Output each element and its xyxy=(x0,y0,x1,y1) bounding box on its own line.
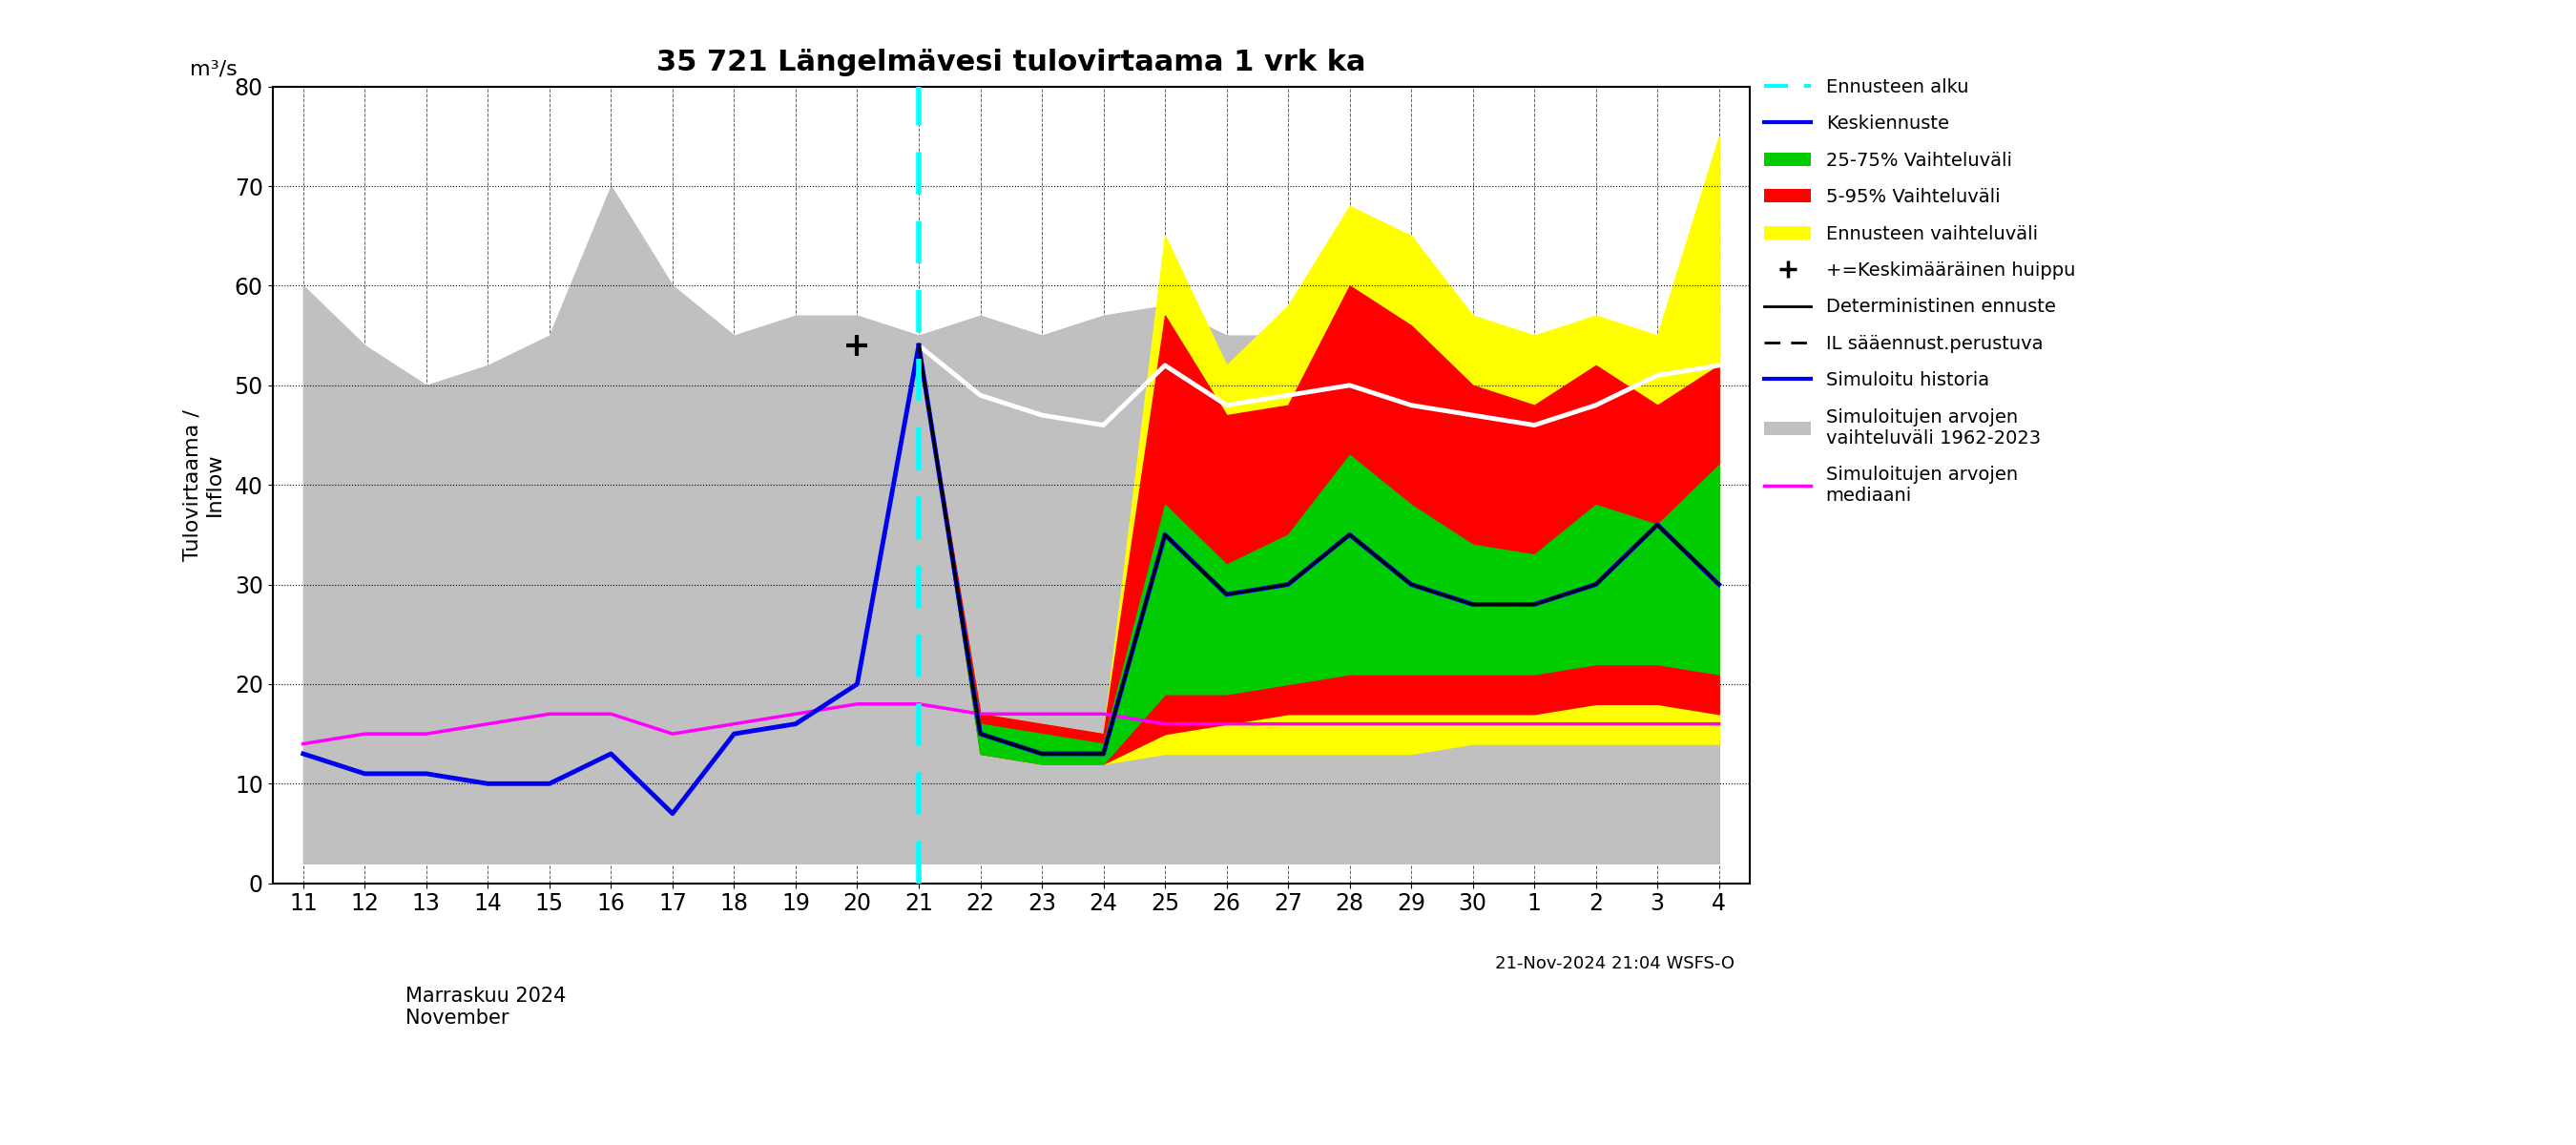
Y-axis label: Tulovirtaama /
Inflow: Tulovirtaama / Inflow xyxy=(183,409,224,561)
Text: Marraskuu 2024
November: Marraskuu 2024 November xyxy=(404,987,567,1028)
Text: 21-Nov-2024 21:04 WSFS-O: 21-Nov-2024 21:04 WSFS-O xyxy=(1497,955,1736,972)
Legend: Ennusteen alku, Keskiennuste, 25-75% Vaihteluväli, 5-95% Vaihteluväli, Ennusteen: Ennusteen alku, Keskiennuste, 25-75% Vai… xyxy=(1757,71,2081,512)
Title: 35 721 Längelmävesi tulovirtaama 1 vrk ka: 35 721 Längelmävesi tulovirtaama 1 vrk k… xyxy=(657,48,1365,77)
Text: m³/s: m³/s xyxy=(191,60,237,79)
